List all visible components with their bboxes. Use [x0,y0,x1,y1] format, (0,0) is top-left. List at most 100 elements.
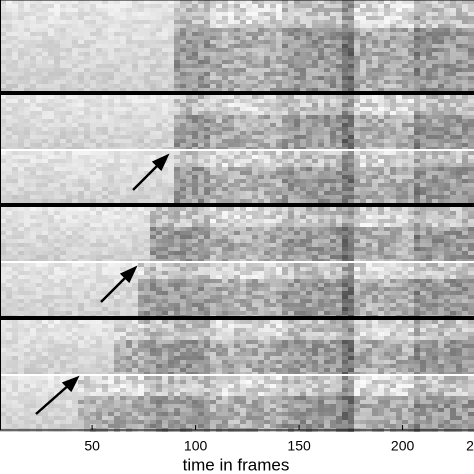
texture-cell [324,199,330,203]
texture-cell [168,139,174,143]
texture-cell [156,171,162,175]
texture-cell [144,76,150,80]
texture-cell [336,76,342,80]
texture-cell [66,143,72,147]
texture-cell [198,4,204,8]
texture-cell [240,64,246,68]
texture-cell [90,251,96,255]
texture-cell [42,243,48,247]
texture-cell [462,155,468,159]
texture-cell [402,151,408,155]
texture-cell [48,135,54,139]
texture-cell [402,247,408,251]
texture-cell [402,32,408,36]
texture-cell [408,239,414,243]
texture-cell [48,12,54,16]
texture-cell [360,64,366,68]
texture-cell [180,28,186,32]
texture-cell [384,103,390,107]
texture-cell [264,183,270,187]
texture-cell [180,123,186,127]
texture-cell [66,235,72,239]
texture-cell [180,187,186,191]
texture-cell [396,80,402,84]
texture-cell [234,167,240,171]
texture-cell [384,211,390,215]
texture-cell [216,64,222,68]
texture-cell [432,151,438,155]
texture-cell [120,64,126,68]
texture-cell [462,135,468,139]
texture-cell [150,187,156,191]
texture-cell [72,179,78,183]
texture-cell [18,115,24,119]
texture-cell [408,171,414,175]
texture-cell [462,167,468,171]
texture-cell [132,247,138,251]
texture-cell [150,80,156,84]
texture-cell [204,235,210,239]
texture-cell [330,183,336,187]
texture-cell [192,215,198,219]
texture-cell [96,239,102,243]
texture-cell [0,235,6,239]
texture-cell [222,215,228,219]
texture-cell [402,24,408,28]
texture-cell [396,123,402,127]
texture-cell [378,251,384,255]
texture-cell [288,211,294,215]
texture-cell [18,16,24,20]
texture-cell [216,60,222,64]
texture-cell [222,88,228,92]
texture-cell [210,44,216,48]
texture-cell [438,107,444,111]
texture-cell [360,32,366,36]
texture-cell [432,123,438,127]
texture-cell [180,4,186,8]
texture-cell [312,80,318,84]
texture-cell [24,163,30,167]
texture-cell [276,72,282,76]
texture-cell [330,131,336,135]
texture-cell [384,68,390,72]
texture-cell [72,195,78,199]
texture-cell [186,219,192,223]
texture-cell [150,251,156,255]
texture-cell [258,8,264,12]
texture-cell [222,151,228,155]
texture-cell [204,16,210,20]
texture-cell [150,32,156,36]
texture-cell [462,24,468,28]
texture-cell [198,135,204,139]
texture-cell [126,155,132,159]
texture-cell [114,231,120,235]
texture-cell [138,175,144,179]
texture-cell [186,223,192,227]
texture-cell [408,195,414,199]
texture-cell [384,12,390,16]
texture-cell [258,68,264,72]
texture-cell [450,255,456,259]
texture-cell [312,195,318,199]
texture-cell [348,16,354,20]
texture-cell [270,155,276,159]
texture-cell [234,211,240,215]
texture-cell [336,231,342,235]
texture-cell [456,247,462,251]
texture-cell [348,143,354,147]
texture-cell [204,103,210,107]
texture-cell [84,179,90,183]
texture-cell [420,167,426,171]
texture-cell [6,123,12,127]
texture-cell [162,219,168,223]
texture-cell [276,175,282,179]
texture-cell [294,175,300,179]
texture-cell [0,84,6,88]
texture-cell [210,32,216,36]
texture-cell [426,139,432,143]
texture-cell [348,199,354,203]
texture-cell [258,227,264,231]
texture-cell [348,219,354,223]
texture-cell [438,76,444,80]
texture-cell [444,175,450,179]
